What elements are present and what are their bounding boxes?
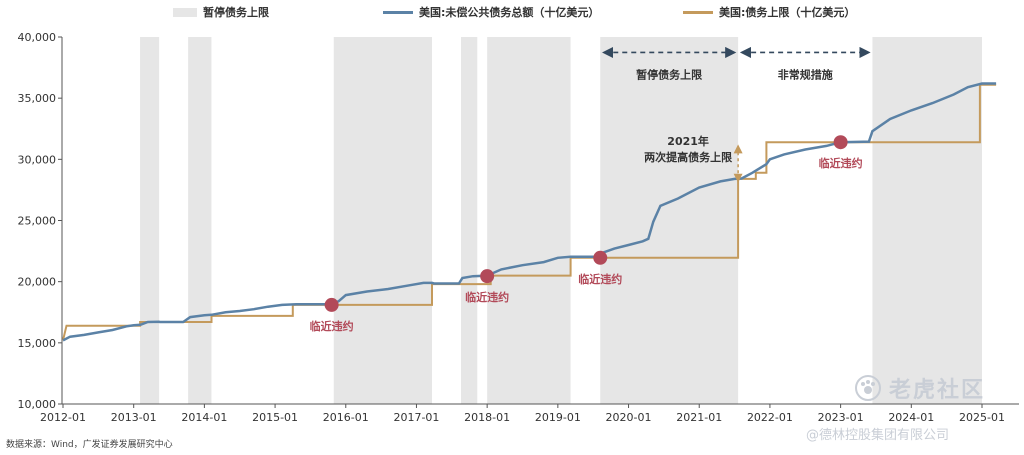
- suspension-band-2: [333, 37, 433, 404]
- legend-item-ceiling: 美国:债务上限（十亿美元）: [683, 4, 855, 20]
- x-tick-label-4: 2016-01: [323, 411, 369, 424]
- watermark-brand: 老虎社区: [889, 378, 986, 403]
- watermark-author: @德林控股集团有限公司: [806, 428, 950, 443]
- suspension-band-1: [188, 37, 212, 404]
- suspension-band-5: [600, 37, 739, 404]
- default-marker-2: [593, 250, 608, 265]
- default-marker-label-1: 临近违约: [465, 290, 509, 304]
- legend-swatch-suspension: [173, 7, 197, 17]
- x-tick-label-6: 2018-01: [464, 411, 510, 424]
- x-tick-label-10: 2022-01: [747, 411, 793, 424]
- raise-ceiling-label-line1: 2021年: [667, 134, 709, 148]
- debt-series-line: [62, 82, 997, 342]
- default-marker-label-3: 临近违约: [819, 156, 863, 170]
- suspension-band-0: [140, 37, 160, 404]
- suspension-band-3: [460, 37, 478, 404]
- x-tick-label-1: 2013-01: [111, 411, 157, 424]
- x-tick-label-0: 2012-01: [40, 411, 86, 424]
- legend-label-debt: 美国:未偿公共债务总额（十亿美元）: [419, 6, 600, 19]
- y-tick-label-4: 30,000: [18, 153, 57, 166]
- x-tick-label-13: 2025-01: [959, 411, 1005, 424]
- watermark-logo: 老虎社区: [855, 372, 985, 404]
- suspension-band-6: [872, 37, 982, 404]
- x-tick-label-11: 2023-01: [818, 411, 864, 424]
- x-tick-label-2: 2014-01: [181, 411, 227, 424]
- suspension-band-4: [487, 37, 571, 404]
- default-marker-0: [324, 297, 339, 312]
- y-tick-label-0: 10,000: [18, 398, 57, 411]
- chart-legend: 暂停债务上限 美国:未偿公共债务总额（十亿美元） 美国:债务上限（十亿美元）: [0, 2, 1024, 22]
- default-marker-label-2: 临近违约: [578, 272, 622, 286]
- suspend-range-label: 暂停债务上限: [636, 67, 702, 81]
- legend-swatch-ceiling: [683, 10, 713, 14]
- y-tick-label-3: 25,000: [18, 215, 57, 228]
- x-tick-label-9: 2021-01: [676, 411, 722, 424]
- default-marker-1: [480, 269, 495, 284]
- x-tick-label-12: 2024-01: [888, 411, 934, 424]
- x-tick-label-5: 2017-01: [393, 411, 439, 424]
- default-marker-label-0: 临近违约: [310, 319, 354, 333]
- y-tick-label-5: 35,000: [18, 92, 57, 105]
- y-tick-label-6: 40,000: [18, 31, 57, 44]
- tiger-paw-icon: [855, 375, 881, 401]
- x-tick-label-8: 2020-01: [606, 411, 652, 424]
- raise-ceiling-label-line2: 两次提高债务上限: [644, 150, 732, 164]
- x-tick-label-3: 2015-01: [252, 411, 298, 424]
- y-tick-label-2: 20,000: [18, 276, 57, 289]
- legend-label-ceiling: 美国:债务上限（十亿美元）: [719, 6, 856, 19]
- extraordinary-range-label: 非常规措施: [778, 67, 833, 81]
- legend-item-debt: 美国:未偿公共债务总额（十亿美元）: [383, 4, 599, 20]
- legend-label-suspension: 暂停债务上限: [203, 6, 269, 19]
- x-tick-label-7: 2019-01: [535, 411, 581, 424]
- legend-swatch-debt: [383, 10, 413, 14]
- ceiling-series-line: [62, 83, 997, 341]
- default-marker-3: [833, 135, 848, 150]
- data-source-note: 数据来源：Wind，广发证券发展研究中心: [6, 440, 173, 450]
- legend-item-suspension: 暂停债务上限: [173, 4, 269, 20]
- y-tick-label-1: 15,000: [18, 337, 57, 350]
